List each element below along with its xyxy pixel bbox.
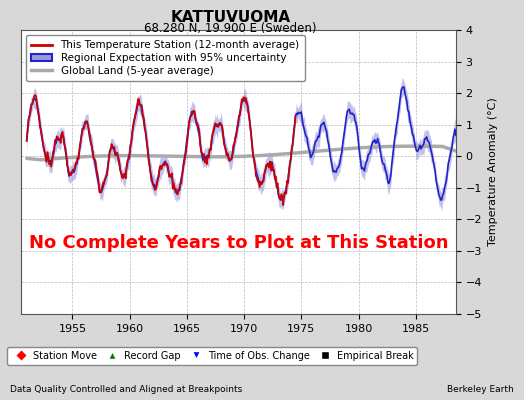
Legend: Station Move, Record Gap, Time of Obs. Change, Empirical Break: Station Move, Record Gap, Time of Obs. C… <box>7 347 418 364</box>
Text: 68.280 N, 19.900 E (Sweden): 68.280 N, 19.900 E (Sweden) <box>144 22 317 35</box>
Text: Berkeley Earth: Berkeley Earth <box>447 385 514 394</box>
Y-axis label: Temperature Anomaly (°C): Temperature Anomaly (°C) <box>488 98 498 246</box>
Text: KATTUVUOMA: KATTUVUOMA <box>170 10 291 25</box>
Text: Data Quality Controlled and Aligned at Breakpoints: Data Quality Controlled and Aligned at B… <box>10 385 243 394</box>
Text: No Complete Years to Plot at This Station: No Complete Years to Plot at This Statio… <box>29 234 448 252</box>
